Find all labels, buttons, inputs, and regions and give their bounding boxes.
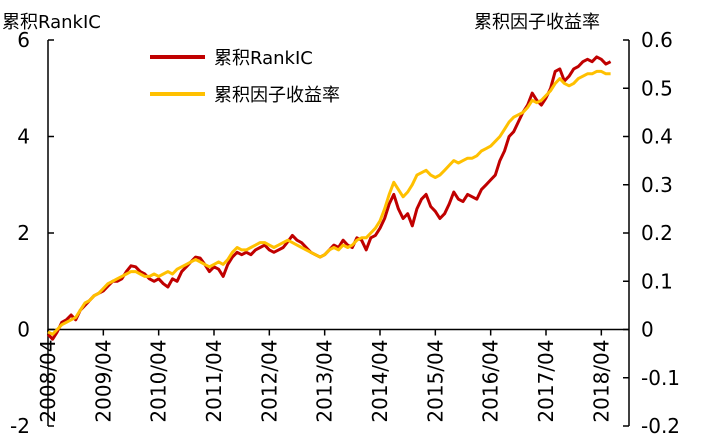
x-axis-ticks: 2008/04 2009/04 2010/04 2011/04 2012/04 2013/… [36, 329, 613, 423]
right-tick-label: -0.2 [641, 414, 680, 438]
right-tick-label: 0.3 [641, 173, 673, 197]
x-tick-label: 2015/04 [423, 340, 447, 423]
left-axis-title: 累积RankIC [2, 12, 101, 33]
legend-label-factor-return: 累积因子收益率 [214, 85, 340, 106]
x-tick-label: 2008/04 [36, 340, 60, 423]
x-tick-label: 2011/04 [202, 340, 226, 423]
right-axis-title: 累积因子收益率 [474, 12, 600, 33]
left-tick-label: 2 [17, 221, 30, 245]
left-tick-label: 0 [17, 318, 30, 342]
x-tick-label: 2009/04 [91, 340, 115, 423]
right-tick-label: 0.5 [641, 76, 673, 100]
right-tick-label: 0.4 [641, 125, 673, 149]
x-tick-label: 2018/04 [589, 340, 613, 423]
legend-label-rankic: 累积RankIC [214, 48, 313, 69]
left-tick-label: 6 [17, 28, 30, 52]
x-tick-label: 2014/04 [368, 340, 392, 423]
right-tick-label: 0 [641, 318, 654, 342]
right-tick-label: -0.1 [641, 366, 680, 390]
left-tick-label: 4 [17, 125, 30, 149]
chart-series [46, 55, 612, 341]
right-tick-label: 0.1 [641, 269, 673, 293]
x-tick-label: 2013/04 [313, 340, 337, 423]
series-line-factor-return [47, 69, 611, 336]
x-tick-label: 2010/04 [147, 340, 171, 423]
x-tick-label: 2017/04 [534, 340, 558, 423]
right-tick-label: 0.6 [641, 28, 673, 52]
left-tick-label: -2 [10, 414, 30, 438]
chart-axes: 6 4 2 0 -2 0.6 0.5 0.4 0.3 0.2 0.1 0 -0.1 -0.2 [10, 28, 680, 438]
right-tick-label: 0.2 [641, 221, 673, 245]
x-tick-label: 2016/04 [479, 340, 503, 423]
legend: 累积RankIC 累积因子收益率 [150, 48, 340, 106]
x-tick-label: 2012/04 [257, 340, 281, 423]
